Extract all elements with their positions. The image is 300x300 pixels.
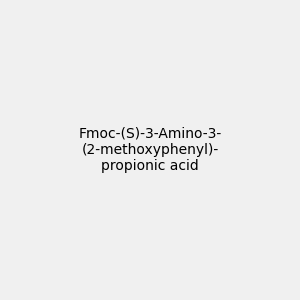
Text: Fmoc-(S)-3-Amino-3-
(2-methoxyphenyl)-
propionic acid: Fmoc-(S)-3-Amino-3- (2-methoxyphenyl)- p…: [78, 127, 222, 173]
